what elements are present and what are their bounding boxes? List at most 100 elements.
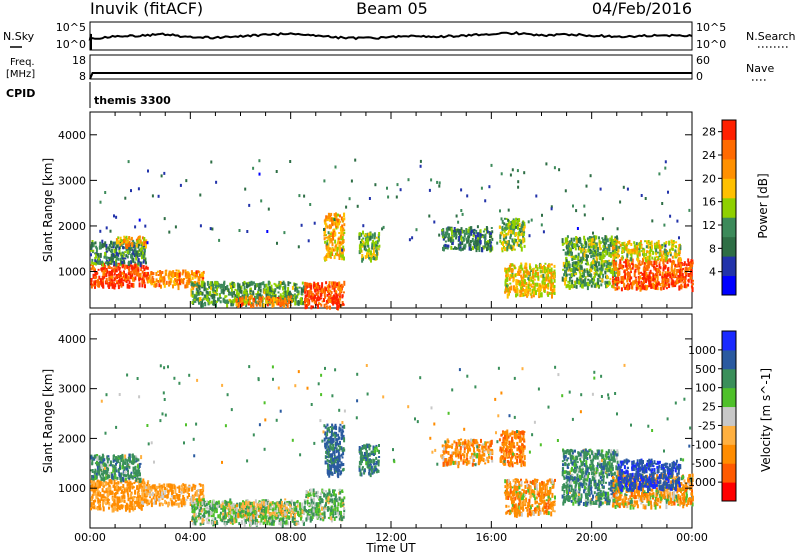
velocity-cell: [127, 497, 130, 502]
power-cell: [445, 233, 448, 238]
power-cell: [568, 273, 571, 276]
velocity-cell: [146, 502, 149, 507]
power-cell: [127, 252, 130, 255]
power-cell: [308, 290, 311, 295]
power-cell: [313, 299, 316, 304]
power-cell: [517, 270, 520, 275]
power-cell: [604, 270, 607, 273]
power-cell: [511, 219, 514, 224]
velocity-cell: [135, 497, 138, 501]
power-cell: [583, 238, 586, 242]
power-cell: [142, 265, 145, 269]
power-cell: [372, 252, 375, 256]
power-cell: [575, 279, 578, 284]
power-cell: [132, 243, 135, 248]
power-cell: [168, 230, 171, 234]
power-cell: [535, 264, 537, 269]
power-cell: [327, 235, 330, 240]
power-cell: [157, 280, 160, 283]
power-cell: [132, 282, 135, 288]
power-cell: [341, 254, 344, 259]
velocity-cell: [99, 467, 102, 471]
power-cell: [334, 281, 337, 285]
power-cell: [304, 281, 307, 286]
power-cell: [94, 256, 97, 261]
power-cell: [664, 271, 667, 276]
velocity-cell: [109, 472, 111, 475]
power-cell: [110, 256, 113, 261]
nsky-tick-high: 10^5: [56, 21, 86, 34]
power-cell: [616, 235, 618, 240]
power-cell: [627, 241, 630, 245]
velocity-cell: [106, 469, 109, 474]
power-cell: [269, 287, 272, 293]
power-cell: [634, 247, 637, 250]
power-cell: [457, 228, 459, 232]
power-cell: [158, 283, 161, 288]
power-cell: [670, 267, 673, 272]
power-cell: [639, 242, 642, 248]
velocity-cell: [95, 476, 98, 480]
power-cell: [103, 255, 106, 259]
power-cell: [583, 246, 586, 250]
power-cell: [552, 282, 554, 287]
power-cell: [674, 263, 677, 267]
power-cell: [568, 240, 571, 245]
power-cell: [678, 272, 681, 278]
power-cell: [476, 248, 479, 251]
velocity-cell: [137, 501, 140, 507]
power-cell: [516, 222, 519, 225]
power-cell: [595, 262, 598, 268]
power-cell: [112, 283, 114, 288]
velocity-cell: [119, 462, 122, 467]
power-cell: [662, 278, 665, 283]
power-cell: [436, 180, 439, 184]
power-cell: [571, 241, 574, 246]
power-cell: [375, 254, 378, 258]
power-cell: [199, 291, 202, 295]
power-cell: [604, 247, 607, 250]
power-cell: [182, 269, 185, 274]
power-cell: [550, 283, 553, 289]
power-cell: [619, 200, 622, 204]
velocity-cell: [158, 483, 161, 488]
power-cell: [673, 252, 676, 257]
velocity-cell: [130, 473, 133, 479]
power-cell: [591, 237, 594, 242]
power-cell: [126, 241, 129, 244]
power-cell: [671, 243, 674, 248]
power-cell: [650, 247, 653, 252]
power-cell: [192, 284, 195, 290]
power-cell: [226, 284, 229, 290]
power-cell: [676, 280, 679, 285]
power-cell: [636, 254, 639, 259]
power-cell: [146, 266, 149, 270]
power-cell: [190, 288, 193, 293]
power-cell: [547, 273, 550, 277]
power-cell: [224, 295, 227, 299]
power-cell: [168, 280, 171, 284]
power-cell: [110, 278, 113, 282]
power-cell: [411, 236, 414, 240]
power-cell: [124, 196, 127, 200]
velocity-cell: [148, 502, 151, 505]
power-cell: [664, 252, 667, 256]
power-cell: [589, 174, 592, 178]
power-cell: [268, 296, 271, 300]
power-cell: [455, 234, 458, 237]
power-cell: [608, 280, 611, 286]
velocity-cell: [99, 499, 102, 504]
power-cell: [516, 283, 519, 285]
power-cell: [122, 253, 125, 259]
power-cell: [300, 293, 303, 296]
power-cell: [472, 246, 474, 251]
power-cell: [516, 219, 519, 224]
power-cell: [361, 254, 364, 258]
power-cell: [267, 280, 270, 286]
power-cell: [101, 243, 104, 249]
power-cell: [177, 283, 180, 287]
power-cell: [655, 286, 657, 290]
power-cell: [593, 243, 596, 246]
power-cell: [298, 286, 301, 289]
power-cell: [300, 300, 303, 305]
